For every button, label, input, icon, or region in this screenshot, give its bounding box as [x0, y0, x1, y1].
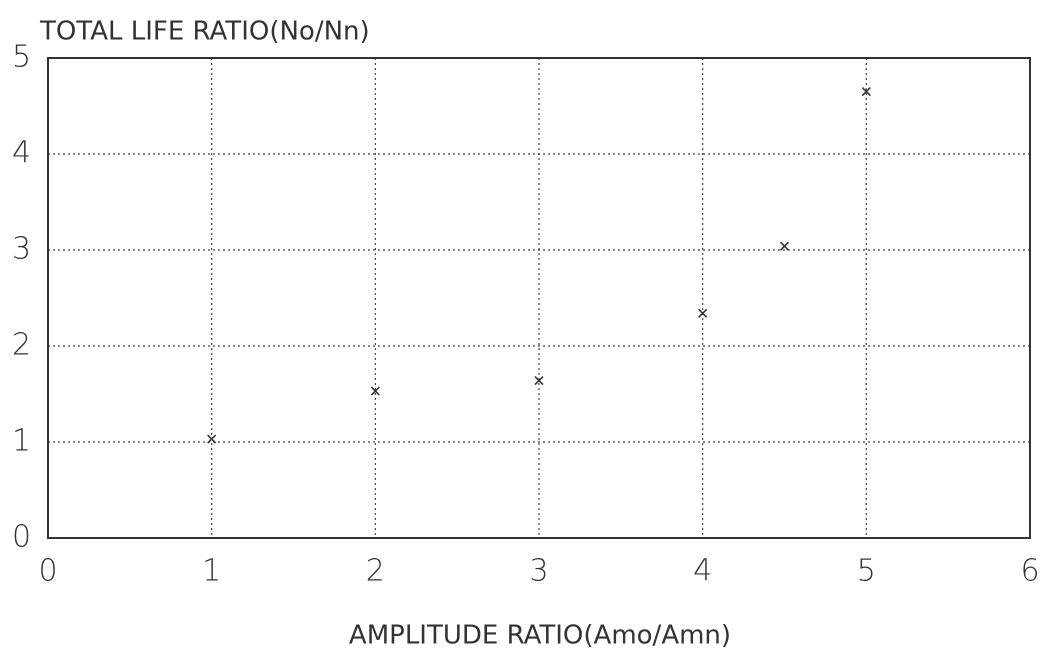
y-tick-label: 5 — [12, 40, 31, 75]
x-tick-label: 4 — [693, 554, 712, 589]
y-tick-label: 3 — [12, 232, 31, 267]
data-point — [208, 435, 216, 443]
data-point — [781, 242, 789, 250]
x-tick-label: 6 — [1020, 554, 1039, 589]
x-axis-label: AMPLITUDE RATIO(Amo/Amn) — [349, 621, 731, 651]
chart-title: TOTAL LIFE RATIO(No/Nn) — [39, 17, 370, 47]
chart: TOTAL LIFE RATIO(No/Nn) AMPLITUDE RATIO(… — [0, 0, 1041, 655]
y-tick-label: 1 — [12, 424, 31, 459]
x-tick-label: 0 — [38, 554, 57, 589]
x-tick-label: 5 — [857, 554, 876, 589]
x-tick-label: 3 — [529, 554, 548, 589]
y-tick-label: 4 — [12, 136, 31, 171]
x-tick-label: 1 — [202, 554, 221, 589]
y-tick-label: 2 — [12, 328, 31, 363]
x-tick-label: 2 — [366, 554, 385, 589]
data-point — [699, 309, 707, 317]
y-tick-label: 0 — [12, 520, 31, 555]
